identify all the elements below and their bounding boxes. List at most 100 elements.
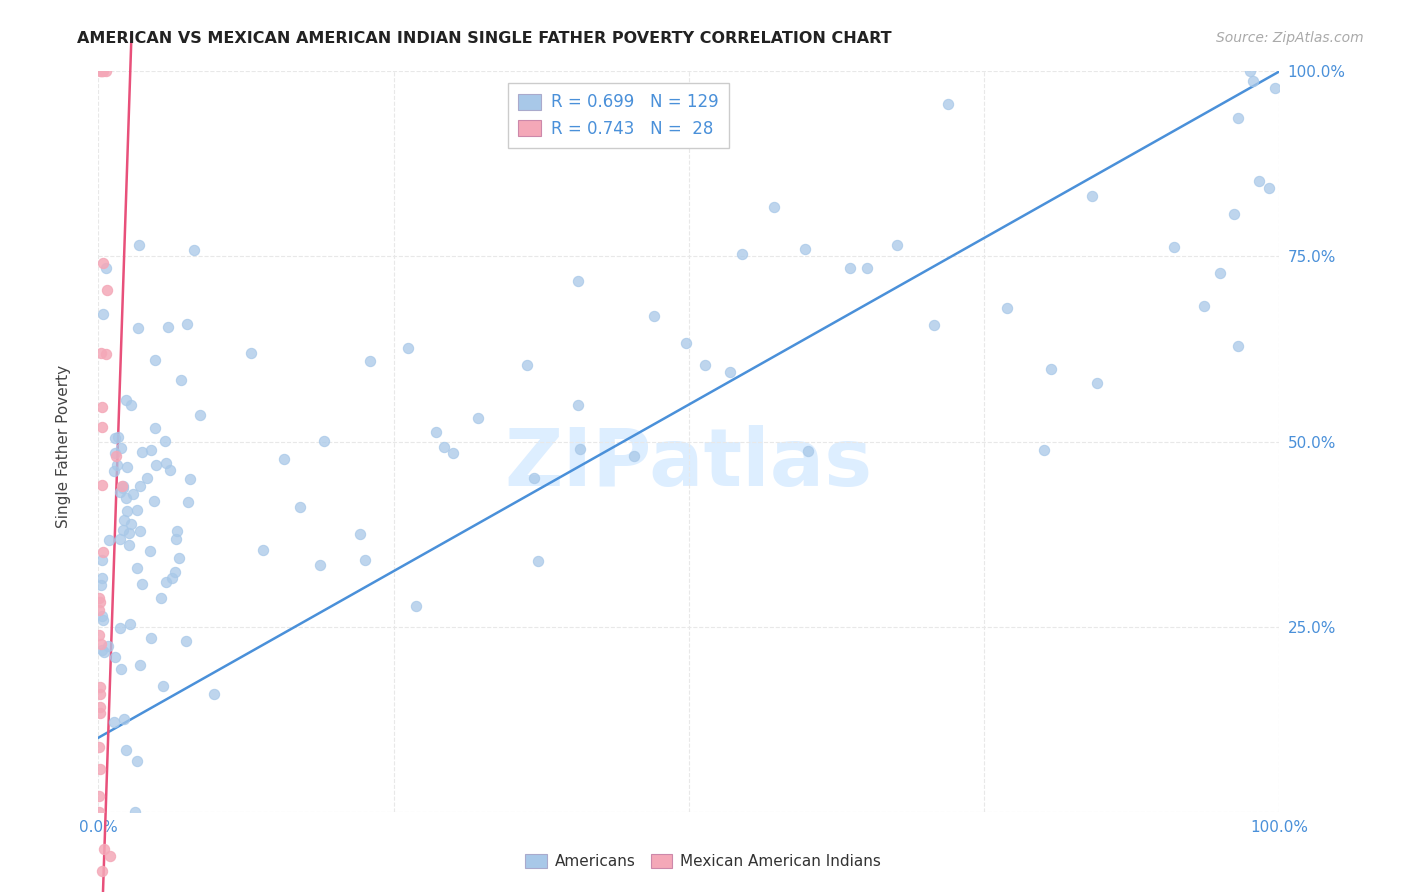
Point bbox=[90, 571, 112, 585]
Point bbox=[567, 398, 589, 412]
Point bbox=[104, 445, 127, 459]
Point bbox=[567, 274, 589, 288]
Point bbox=[152, 679, 174, 693]
Point bbox=[112, 712, 135, 726]
Point bbox=[128, 237, 150, 252]
Point bbox=[118, 616, 141, 631]
Point bbox=[1239, 64, 1261, 78]
Point bbox=[127, 561, 149, 575]
Point bbox=[1258, 181, 1281, 195]
Point bbox=[150, 591, 173, 605]
Point bbox=[115, 743, 138, 757]
Point bbox=[91, 64, 114, 78]
Point bbox=[90, 553, 112, 567]
Point bbox=[91, 863, 114, 878]
Point bbox=[94, 260, 117, 275]
Point bbox=[98, 849, 121, 863]
Point bbox=[354, 553, 377, 567]
Point bbox=[183, 243, 205, 257]
Point bbox=[794, 242, 817, 256]
Point bbox=[176, 318, 198, 332]
Point bbox=[125, 503, 148, 517]
Point bbox=[108, 621, 131, 635]
Point bbox=[308, 558, 330, 573]
Point bbox=[839, 260, 862, 275]
Point bbox=[110, 484, 132, 499]
Point bbox=[91, 419, 114, 434]
Point bbox=[1223, 207, 1246, 221]
Point bbox=[1080, 188, 1102, 202]
Point bbox=[165, 533, 187, 547]
Point bbox=[89, 699, 111, 714]
Point bbox=[202, 687, 225, 701]
Point bbox=[129, 657, 152, 672]
Point bbox=[762, 200, 785, 214]
Point bbox=[349, 527, 371, 541]
Text: Single Father Poverty: Single Father Poverty bbox=[56, 365, 70, 527]
Point bbox=[675, 336, 697, 351]
Point bbox=[131, 576, 153, 591]
Point bbox=[142, 494, 165, 508]
Point bbox=[114, 392, 136, 407]
Point bbox=[90, 345, 112, 359]
Point bbox=[143, 421, 166, 435]
Point bbox=[91, 613, 114, 627]
Point bbox=[156, 319, 179, 334]
Point bbox=[432, 441, 454, 455]
Point bbox=[1192, 300, 1215, 314]
Point bbox=[159, 463, 181, 477]
Point bbox=[170, 374, 193, 388]
Point bbox=[89, 687, 111, 701]
Point bbox=[110, 662, 132, 676]
Point bbox=[135, 471, 157, 485]
Point bbox=[89, 805, 111, 819]
Point bbox=[886, 238, 908, 252]
Point bbox=[922, 318, 945, 333]
Point bbox=[139, 631, 162, 645]
Point bbox=[527, 553, 550, 567]
Point bbox=[89, 762, 111, 776]
Point bbox=[118, 525, 141, 540]
Point bbox=[163, 565, 186, 579]
Point bbox=[89, 789, 111, 804]
Point bbox=[96, 284, 118, 298]
Legend: R = 0.699   N = 129, R = 0.743   N =  28: R = 0.699 N = 129, R = 0.743 N = 28 bbox=[508, 83, 728, 148]
Point bbox=[405, 599, 427, 614]
Point bbox=[103, 464, 125, 478]
Point bbox=[139, 544, 162, 558]
Point bbox=[155, 574, 177, 589]
Point bbox=[693, 358, 716, 372]
Point bbox=[120, 517, 142, 532]
Point bbox=[623, 449, 645, 463]
Point bbox=[112, 523, 135, 537]
Point bbox=[90, 64, 112, 78]
Point bbox=[145, 352, 167, 367]
Point bbox=[89, 591, 111, 605]
Point bbox=[177, 495, 200, 509]
Point bbox=[1039, 361, 1062, 376]
Point bbox=[718, 365, 741, 379]
Point bbox=[122, 487, 145, 501]
Point bbox=[90, 608, 112, 623]
Text: AMERICAN VS MEXICAN AMERICAN INDIAN SINGLE FATHER POVERTY CORRELATION CHART: AMERICAN VS MEXICAN AMERICAN INDIAN SING… bbox=[77, 31, 891, 46]
Legend: Americans, Mexican American Indians: Americans, Mexican American Indians bbox=[519, 847, 887, 875]
Point bbox=[111, 479, 134, 493]
Point bbox=[89, 595, 111, 609]
Point bbox=[117, 460, 139, 475]
Point bbox=[118, 538, 141, 552]
Point bbox=[97, 639, 120, 653]
Point bbox=[396, 341, 419, 355]
Point bbox=[179, 472, 201, 486]
Point bbox=[936, 97, 959, 112]
Point bbox=[94, 347, 117, 361]
Point bbox=[108, 533, 131, 547]
Point bbox=[89, 627, 111, 641]
Point bbox=[288, 500, 311, 514]
Point bbox=[105, 450, 128, 464]
Point bbox=[516, 358, 538, 372]
Point bbox=[105, 458, 128, 473]
Point bbox=[104, 650, 127, 665]
Point bbox=[93, 842, 115, 856]
Point bbox=[127, 754, 149, 768]
Point bbox=[89, 706, 111, 720]
